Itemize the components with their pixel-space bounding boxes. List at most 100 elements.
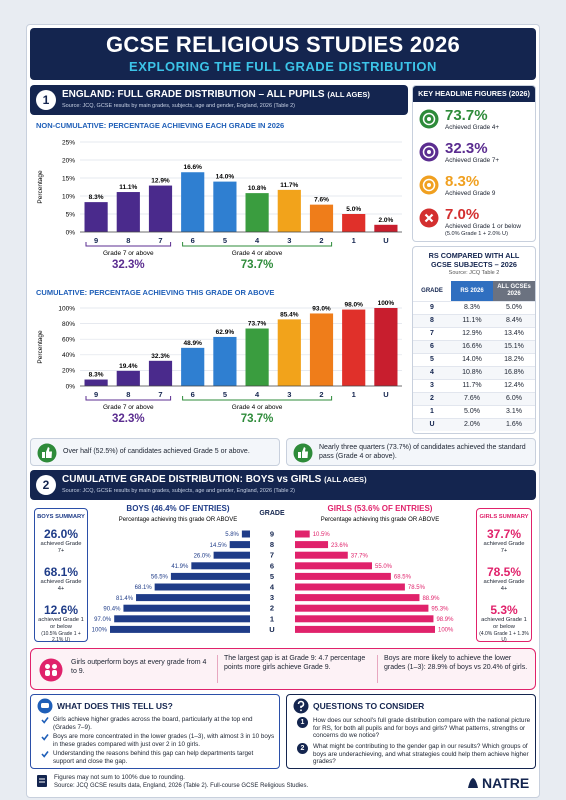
bar (277, 189, 301, 232)
summary-value: 78.5% (486, 565, 522, 579)
value-label: 37.7% (351, 553, 369, 559)
table-row: 8 11.1% 8.4% (413, 314, 535, 327)
table-cell: 2.0% (464, 421, 480, 428)
bar (309, 313, 334, 386)
question-number: 2 (297, 743, 308, 754)
table-cell: U (429, 421, 435, 428)
bar (241, 530, 250, 538)
callout-text: Nearly three quarters (73.7%) of candida… (319, 444, 526, 460)
value-label: 90.4% (103, 606, 121, 612)
table-cell: 8.3% (464, 304, 480, 311)
table-cell: 6 (430, 343, 434, 350)
logo: NATRE (482, 775, 530, 791)
table-row: 7 12.9% 13.4% (413, 327, 535, 340)
logo-icon (468, 778, 478, 788)
section-title-text: ENGLAND: FULL GRADE DISTRIBUTION – ALL P… (62, 89, 325, 100)
summary-item: 5.3% achieved Grade 1 or below (4.0% Grade… (477, 603, 531, 643)
value-label: 5.0% (346, 206, 361, 213)
value-label: 81.4% (116, 596, 134, 602)
value-label: 78.5% (408, 585, 426, 591)
question-text: What might be contributing to the gender… (313, 743, 529, 765)
table-cell: 7 (430, 330, 434, 337)
summary-item: 68.1% achieved Grade 4+ (35, 565, 87, 593)
y-axis-label: Percentage (37, 330, 44, 364)
check-icon (41, 717, 49, 724)
summary-title: BOYS SUMMARY (37, 514, 85, 520)
bar (309, 204, 334, 232)
y-tick-label: 100% (58, 305, 75, 312)
bracket-label: Grade 7 or above (103, 250, 154, 257)
bar (213, 181, 237, 232)
table-cell: 4 (430, 369, 434, 376)
value-label: 14.5% (210, 543, 228, 549)
check-icon (41, 734, 49, 741)
summary-item: 26.0% achieved Grade 7+ (35, 527, 87, 555)
y-tick-label: 20% (62, 157, 75, 164)
table-source: Source: JCQ Table 2 (448, 270, 500, 276)
table-row: 1 5.0% 3.1% (413, 405, 535, 418)
summary-item: 37.7% achieved Grade 7+ (477, 527, 531, 555)
value-label: 55.0% (375, 564, 393, 570)
table-cell: 8.4% (506, 317, 522, 324)
value-label: 16.6% (183, 164, 202, 171)
bar (295, 615, 434, 623)
value-label: 10.5% (313, 532, 331, 538)
footer-note: Figures may not sum to 100% due to round… (54, 774, 185, 781)
bar (277, 319, 301, 386)
value-label: 32.3% (151, 353, 170, 360)
bar (295, 541, 329, 549)
y-tick-label: 60% (62, 337, 75, 344)
headline-value: 73.7% (445, 107, 488, 124)
x-tick-label: 4 (255, 236, 260, 245)
summary-value: 68.1% (43, 565, 79, 579)
bracket-label: Grade 4 or above (232, 404, 283, 411)
y-axis-label: Percentage (37, 170, 44, 204)
legend-label: GIRLS (53.6% OF ENTRIES) (328, 504, 433, 513)
table-cell: 5.0% (464, 408, 480, 415)
summary-item: 78.5% achieved Grade 4+ (477, 565, 531, 593)
y-tick-label: U (269, 625, 274, 634)
table-row: 4 10.8% 16.8% (413, 366, 535, 379)
value-label: 88.9% (422, 596, 440, 602)
value-label: 98.0% (344, 302, 363, 309)
bar (116, 192, 140, 232)
bracket (182, 242, 333, 247)
summary-label: achieved Grade 7+ (40, 541, 82, 554)
x-tick-label: 9 (94, 236, 98, 245)
y-tick-label: 80% (62, 321, 75, 328)
headline-icon (419, 109, 439, 129)
value-label: 68.1% (135, 585, 153, 591)
bar (181, 347, 205, 386)
chart: NON-CUMULATIVE: PERCENTAGE ACHIEVING EAC… (36, 121, 402, 271)
x-tick-label: 3 (287, 390, 291, 399)
table-title: RS COMPARED WITH ALL GCSE SUBJECTS – 202… (428, 251, 520, 269)
page-subtitle: EXPLORING THE FULL GRADE DISTRIBUTION (129, 59, 437, 74)
chart-title: CUMULATIVE: PERCENTAGE ACHIEVING THIS GR… (36, 288, 274, 297)
table-cell: 9 (430, 304, 434, 311)
legend-label: BOYS (46.4% OF ENTRIES) (126, 504, 229, 513)
tell-us-box: WHAT DOES THIS TELL US? Girls achieve hi… (30, 694, 280, 769)
section-source: Source: JCQ, GCSE results by main grades… (62, 103, 295, 109)
check-icon (41, 751, 49, 758)
question-text: How does our school's full grade distrib… (313, 717, 531, 739)
bar (295, 625, 435, 633)
bar (154, 583, 250, 591)
bar (295, 604, 429, 612)
bracket (182, 396, 333, 401)
bar (148, 185, 173, 232)
insights: Girls outperform boys at every grade fro… (30, 648, 536, 690)
page-title: GCSE RELIGIOUS STUDIES 2026 (105, 32, 461, 57)
x-tick-label: 8 (126, 236, 130, 245)
bar (191, 562, 250, 570)
chart: CUMULATIVE: PERCENTAGE ACHIEVING THIS GR… (36, 288, 402, 425)
question-icon (293, 698, 309, 714)
bar (213, 551, 250, 559)
boys-summary: BOYS SUMMARY 26.0% achieved Grade 7+ 68.1% a… (34, 508, 88, 643)
bar (295, 530, 310, 538)
table-cell: 1 (430, 408, 434, 415)
bracket-label: Grade 7 or above (103, 404, 154, 411)
x-tick-label: 7 (158, 236, 162, 245)
value-label: 5.8% (225, 532, 239, 538)
bar (84, 202, 108, 232)
